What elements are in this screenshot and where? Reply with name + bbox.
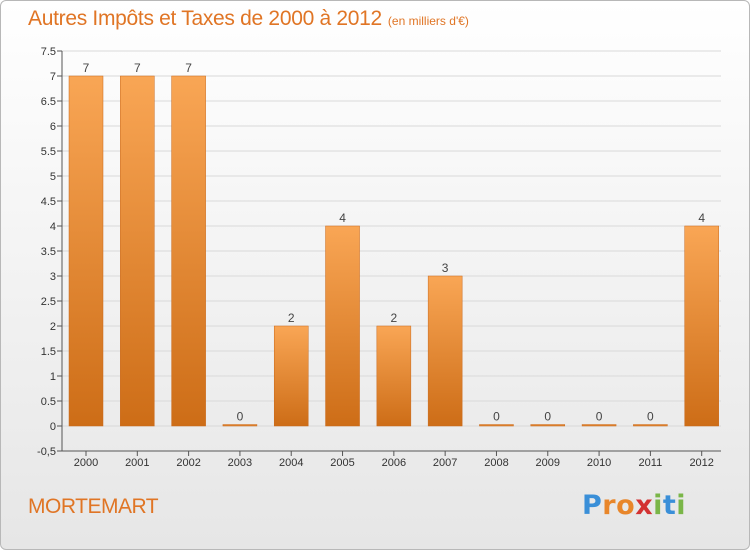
chart-subtitle: (en milliers d'€) <box>387 14 469 28</box>
y-tick-label: 3 <box>50 271 56 283</box>
x-tick-label: 2011 <box>639 457 663 469</box>
logo-letter: o <box>616 490 636 521</box>
x-tick-label: 2008 <box>484 457 508 469</box>
y-tick-label: 2 <box>50 321 56 333</box>
data-label: 0 <box>647 410 654 424</box>
x-tick-label: 2001 <box>125 457 149 469</box>
y-tick-label: 1 <box>50 371 56 383</box>
data-label: 2 <box>288 311 295 325</box>
data-label: 2 <box>391 311 398 325</box>
y-tick-label: 3.5 <box>41 246 56 258</box>
data-label: 4 <box>698 211 705 225</box>
data-label: 0 <box>237 410 244 424</box>
x-tick-label: 2003 <box>228 457 252 469</box>
y-tick-label: 6.5 <box>41 96 56 108</box>
x-tick-label: 2004 <box>279 457 303 469</box>
logo-letter: P <box>582 490 603 521</box>
chart-title-text: Autres Impôts et Taxes de 2000 à 2012 <box>28 7 382 30</box>
y-tick-label: 7 <box>50 71 56 83</box>
x-tick-label: 2005 <box>330 457 354 469</box>
bar-2000 <box>68 75 104 427</box>
y-tick-label: 4.5 <box>41 196 56 208</box>
y-tick-label: 5.5 <box>41 146 56 158</box>
label-layer: 7 7 7 0 2 4 2 3 0 0 0 0 4 <box>83 61 706 424</box>
bar-2012 <box>684 225 719 427</box>
y-tick-label: 2.5 <box>41 296 56 308</box>
data-label: 7 <box>83 61 90 75</box>
axis-layer: -0,500.511.522.533.544.555.566.577.52000… <box>37 46 721 469</box>
y-tick-label: 4 <box>50 221 56 233</box>
x-tick-label: 2002 <box>176 457 200 469</box>
y-tick-label: 1.5 <box>41 346 56 358</box>
logo-letter: r <box>602 490 617 521</box>
bar-2002 <box>171 75 206 427</box>
data-label: 3 <box>442 261 449 275</box>
x-tick-label: 2006 <box>382 457 406 469</box>
y-tick-label: 0 <box>50 421 56 433</box>
data-label: 4 <box>339 211 346 225</box>
y-tick-label: -0,5 <box>37 446 56 458</box>
bar-2007 <box>427 275 463 427</box>
x-tick-label: 2000 <box>74 457 98 469</box>
bar-2004 <box>273 325 309 427</box>
bar-2005 <box>325 225 360 427</box>
data-label: 0 <box>493 410 500 424</box>
x-tick-label: 2007 <box>433 457 457 469</box>
bar-2001 <box>120 75 155 427</box>
y-tick-label: 5 <box>50 171 56 183</box>
bar-2009 <box>530 424 566 427</box>
bar-2010 <box>581 424 617 427</box>
bar-2003 <box>222 424 258 427</box>
logo-letter: i <box>653 490 663 521</box>
chart-title: Autres Impôts et Taxes de 2000 à 2012 (en… <box>28 7 469 31</box>
x-tick-label: 2012 <box>689 457 713 469</box>
y-tick-label: 6 <box>50 121 56 133</box>
data-label: 7 <box>185 61 192 75</box>
data-label: 0 <box>596 410 603 424</box>
x-tick-label: 2010 <box>587 457 611 469</box>
logo-letter: x <box>635 490 654 521</box>
y-tick-label: 7.5 <box>41 46 56 58</box>
data-label: 0 <box>544 410 551 424</box>
y-tick-label: 0.5 <box>41 396 56 408</box>
bar-2008 <box>479 424 514 427</box>
data-label: 7 <box>134 61 141 75</box>
bar-2006 <box>376 325 412 427</box>
town-name: MORTEMART <box>28 495 159 518</box>
bar-2011 <box>633 424 668 427</box>
bar-layer <box>68 75 719 427</box>
logo-letter: t <box>662 490 677 521</box>
x-tick-label: 2009 <box>536 457 560 469</box>
proxiti-logo: Proxiti <box>582 490 686 521</box>
logo-letter: i <box>676 490 687 521</box>
